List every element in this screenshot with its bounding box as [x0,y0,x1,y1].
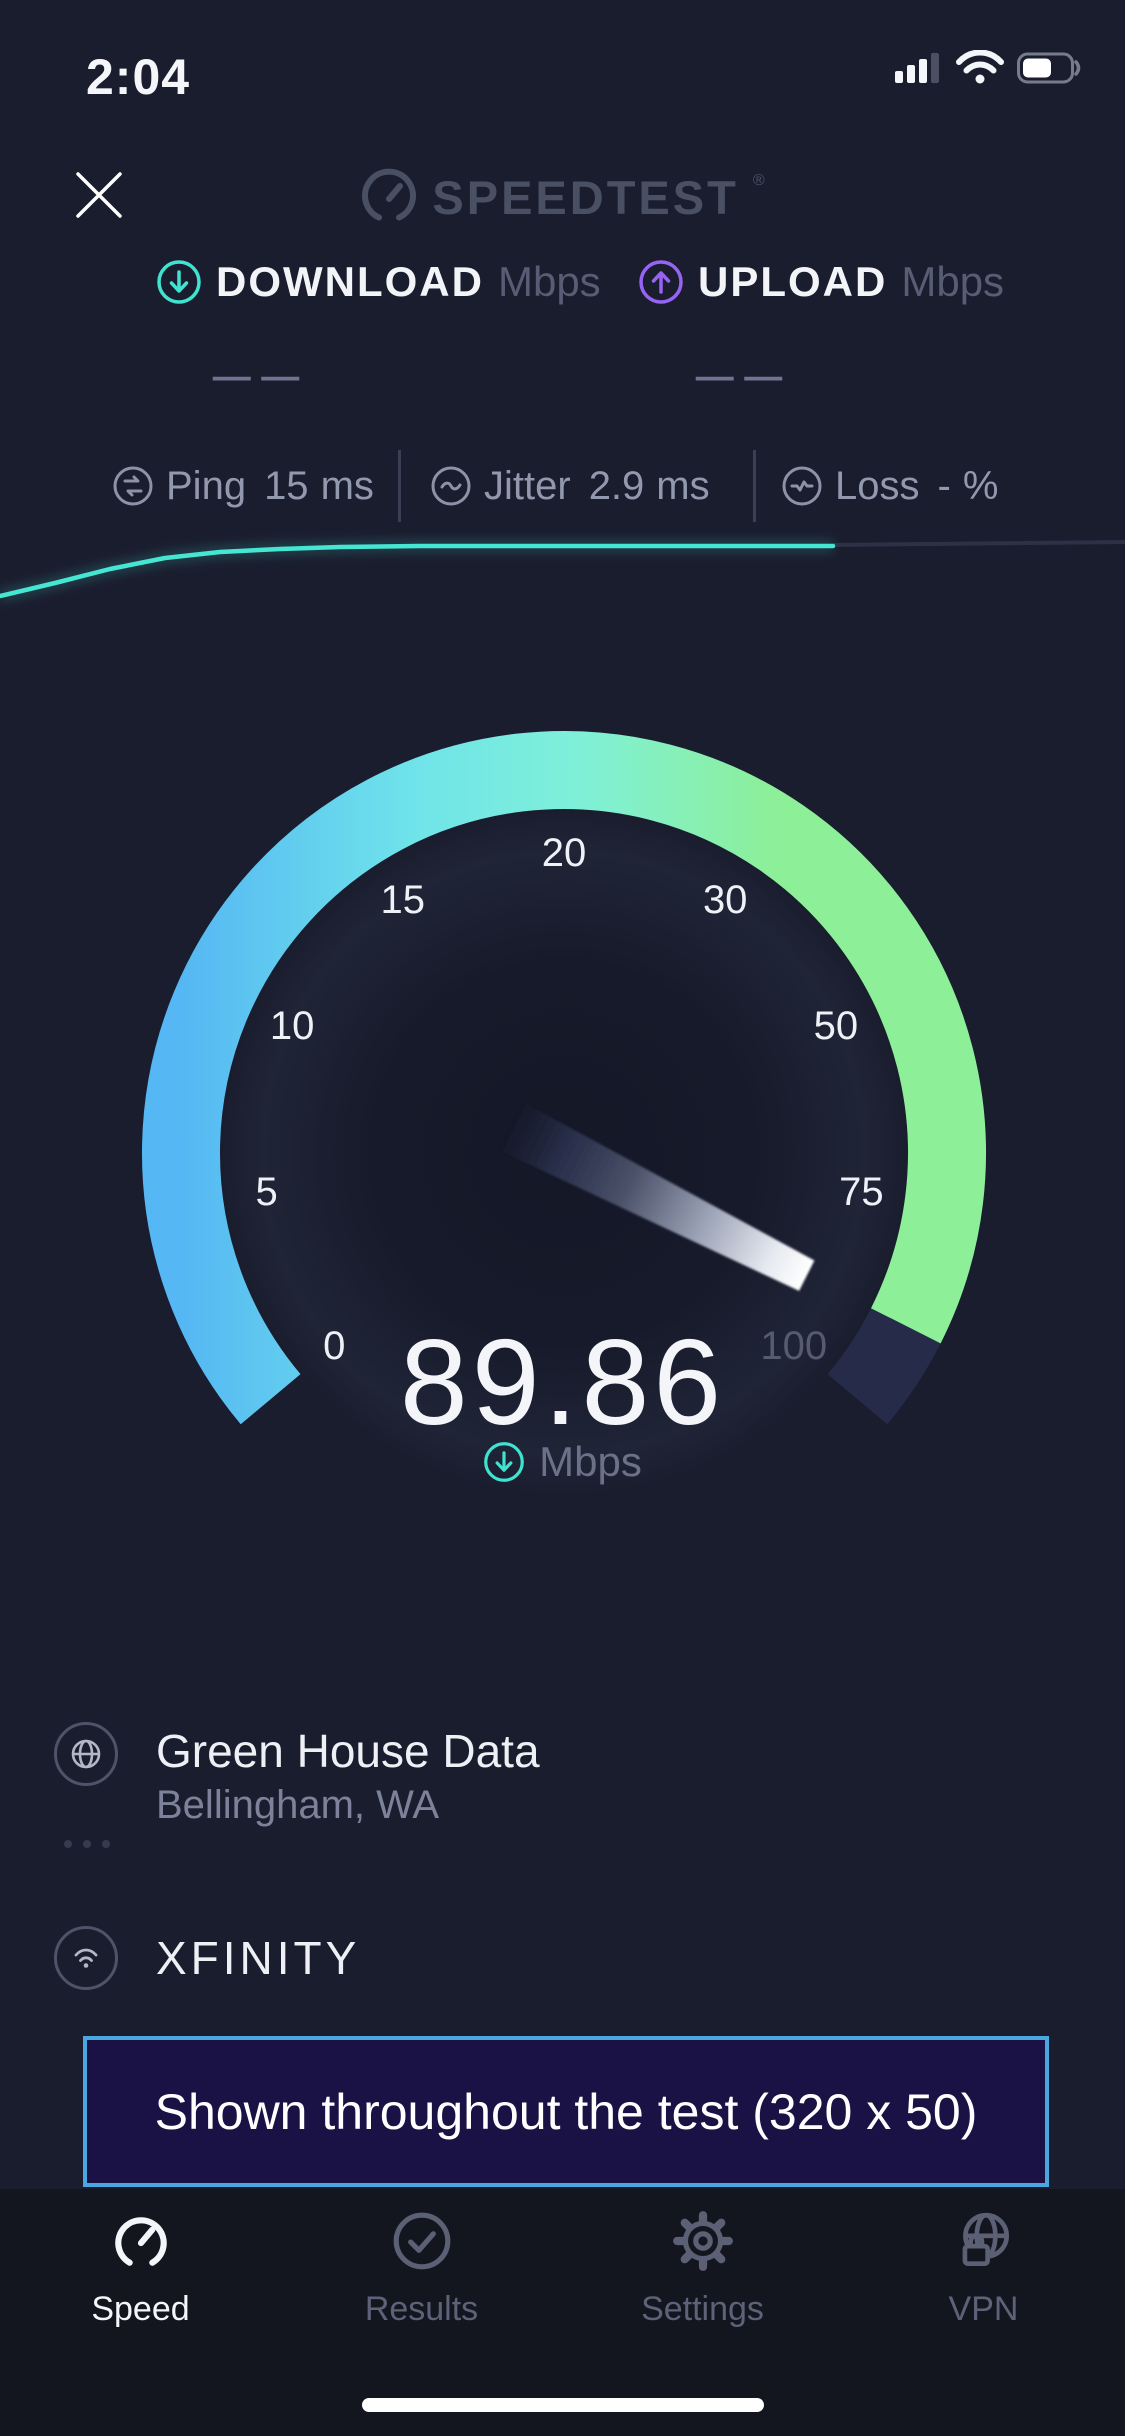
server-name: Green House Data [156,1725,540,1777]
tab-label: Speed [91,2290,190,2328]
speedtest-logo: SPEEDTEST ® [0,168,1125,226]
svg-text:20: 20 [542,831,587,875]
settings-gear-icon [672,2211,733,2271]
ping-unit: ms [320,463,374,508]
tab-label: Results [364,2290,479,2328]
tab-results[interactable]: Results [281,2208,562,2329]
gauge-arc-progress [142,731,986,1425]
gauge-needle [496,1100,815,1291]
speed-gauge-icon [114,2217,167,2266]
svg-text:15: 15 [381,878,426,922]
download-value-placeholder: — — [212,356,300,398]
svg-text:0: 0 [323,1324,345,1368]
speedtest-gauge-logo-icon [362,168,417,221]
tab-speed[interactable]: Speed [0,2208,281,2329]
close-icon [76,172,122,218]
logo-text: SPEEDTEST [432,170,739,224]
download-circle-arrow-icon [157,260,201,304]
ping-stat: Ping 15 ms [112,460,374,512]
stat-divider [398,450,401,522]
vpn-globe-lock-icon [962,2212,1009,2267]
close-button[interactable] [72,168,126,222]
wifi-icon [956,50,1004,84]
globe-icon [71,1739,101,1769]
ad-banner-text: Shown throughout the test (320 x 50) [154,2083,978,2140]
status-time: 2:04 [86,49,191,105]
current-value-caption: Mbps [0,1438,1125,1486]
svg-text:100: 100 [760,1324,827,1368]
current-download-value: 89.86 [399,1314,726,1450]
download-label: DOWNLOAD [216,258,484,305]
tab-bar [0,2189,1125,2436]
stat-divider [753,450,756,522]
jitter-unit: ms [656,463,710,508]
isp-wifi-badge [54,1926,118,1990]
ad-banner[interactable]: Shown throughout the test (320 x 50) [83,2036,1049,2187]
loss-label: Loss [835,463,920,508]
battery-icon [1017,52,1081,84]
svg-text:75: 75 [839,1170,884,1214]
ping-icon [113,466,153,506]
server-info: Green House Data Bellingham, WA [54,1722,540,1830]
upload-unit: Mbps [901,258,1005,305]
tab-vpn[interactable]: VPN [843,2208,1124,2329]
cellular-signal-icon [895,53,939,83]
loss-stat: Loss - % [781,460,998,512]
jitter-icon [431,466,471,506]
loss-icon [782,466,822,506]
wifi-small-icon [74,1948,98,1968]
jitter-stat: Jitter 2.9 ms [430,460,710,512]
throughput-sparkline [0,539,1125,603]
tab-label: Settings [641,2290,764,2328]
isp-name: XFINITY [156,1932,361,1984]
download-unit: Mbps [497,258,601,305]
ping-value: 15 [264,463,309,508]
server-options-dots[interactable] [64,1840,110,1848]
logo-trademark: ® [752,172,765,189]
isp-info: XFINITY [54,1926,360,1990]
svg-text:30: 30 [703,878,748,922]
jitter-label: Jitter [484,463,571,508]
status-icons [895,50,1083,86]
svg-text:10: 10 [270,1004,315,1048]
svg-text:50: 50 [814,1004,859,1048]
current-value-unit: Mbps [539,1438,642,1485]
download-header: DOWNLOAD Mbps [156,258,601,306]
upload-label: UPLOAD [698,258,888,305]
ping-label: Ping [166,463,247,508]
svg-text:5: 5 [255,1170,277,1214]
download-circle-arrow-icon [484,1442,524,1482]
tab-label: VPN [948,2290,1019,2328]
upload-circle-arrow-icon [639,260,683,304]
server-globe-badge [54,1722,118,1786]
gauge-tick-labels: 0 5 10 15 20 30 50 75 100 [255,831,883,1368]
upload-value-placeholder: — — [695,356,783,398]
tab-settings[interactable]: Settings [562,2208,843,2329]
server-location: Bellingham, WA [156,1783,440,1827]
jitter-value: 2.9 [588,463,645,508]
upload-header: UPLOAD Mbps [638,258,1004,306]
home-indicator[interactable] [362,2398,764,2412]
loss-value: - [937,463,951,508]
speed-gauge: 0 5 10 15 20 30 50 75 100 [142,731,986,1425]
results-check-icon [393,2212,450,2270]
loss-unit: % [962,463,999,508]
